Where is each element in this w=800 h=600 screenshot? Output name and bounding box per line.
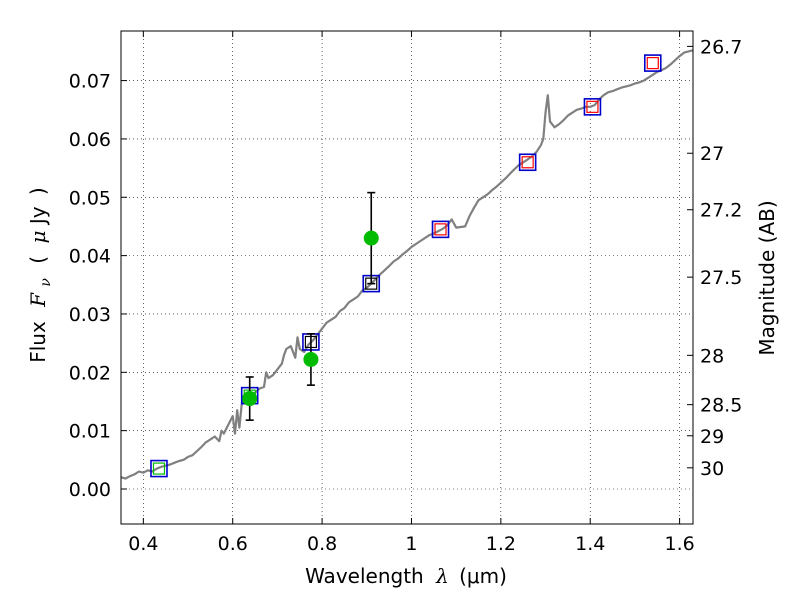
y2-tick-label: 30 [700,458,724,480]
y-axis-label: Flux F ν ( μ Jy ) [26,187,55,363]
y-tick-label: 0.04 [69,246,111,268]
observed-photometry-layer [242,191,379,421]
y2-tick-label: 28.5 [700,395,742,417]
x-tick-label: 1.2 [486,533,516,555]
x-tick-label: 1 [405,533,417,555]
model-point-outer [150,459,168,478]
model-point-outer [643,54,662,72]
y2-tick-label: 27.2 [700,200,742,222]
model-point-inner [521,156,534,169]
model-point-outer [583,98,602,116]
tick-marks [121,31,693,524]
y2-tick-label: 27 [700,143,724,165]
x-tick-label: 0.6 [218,533,248,555]
model-point-inner [152,462,166,475]
x-tick-label: 0.8 [307,533,337,555]
y-tick-label: 0.02 [69,362,111,384]
y2-tick-labels: 26.7 27 27.2 27.5 28 28.5 29 30 [700,36,742,479]
grid-lines [121,31,693,524]
y-tick-label: 0.00 [69,479,111,501]
x-axis-label: Wavelength λ (μm) [305,564,507,588]
y2-tick-label: 28 [700,345,724,367]
observed-point [242,391,258,407]
y-tick-label: 0.06 [69,129,111,151]
spectrum-line [120,49,694,480]
model-point-inner [434,223,447,236]
model-point-outer [518,153,537,172]
x-tick-label: 1.4 [575,533,605,555]
y-tick-label: 0.01 [69,421,111,443]
y2-tick-label: 27.5 [700,267,742,289]
model-point-inner [586,100,599,113]
y-tick-labels: 0.00 0.01 0.02 0.03 0.04 0.05 0.06 0.07 [69,71,111,501]
model-point-inner [646,56,659,70]
y-tick-label: 0.03 [69,304,111,326]
x-tick-labels: 0.4 0.6 0.8 1 1.2 1.4 1.6 [128,533,694,555]
x-tick-label: 0.4 [128,533,158,555]
plot-frame [120,30,694,525]
model-photometry-layer [150,54,662,478]
spectrum-layer [120,49,694,480]
y2-axis-label: Magnitude (AB) [755,200,779,355]
x-tick-label: 1.6 [664,533,694,555]
observed-point [303,351,319,367]
y-tick-label: 0.05 [69,187,111,209]
y-tick-label: 0.07 [69,71,111,93]
model-point-outer [431,220,450,239]
y2-tick-label: 26.7 [700,36,742,58]
observed-point [363,230,379,246]
y2-tick-label: 29 [700,426,724,448]
